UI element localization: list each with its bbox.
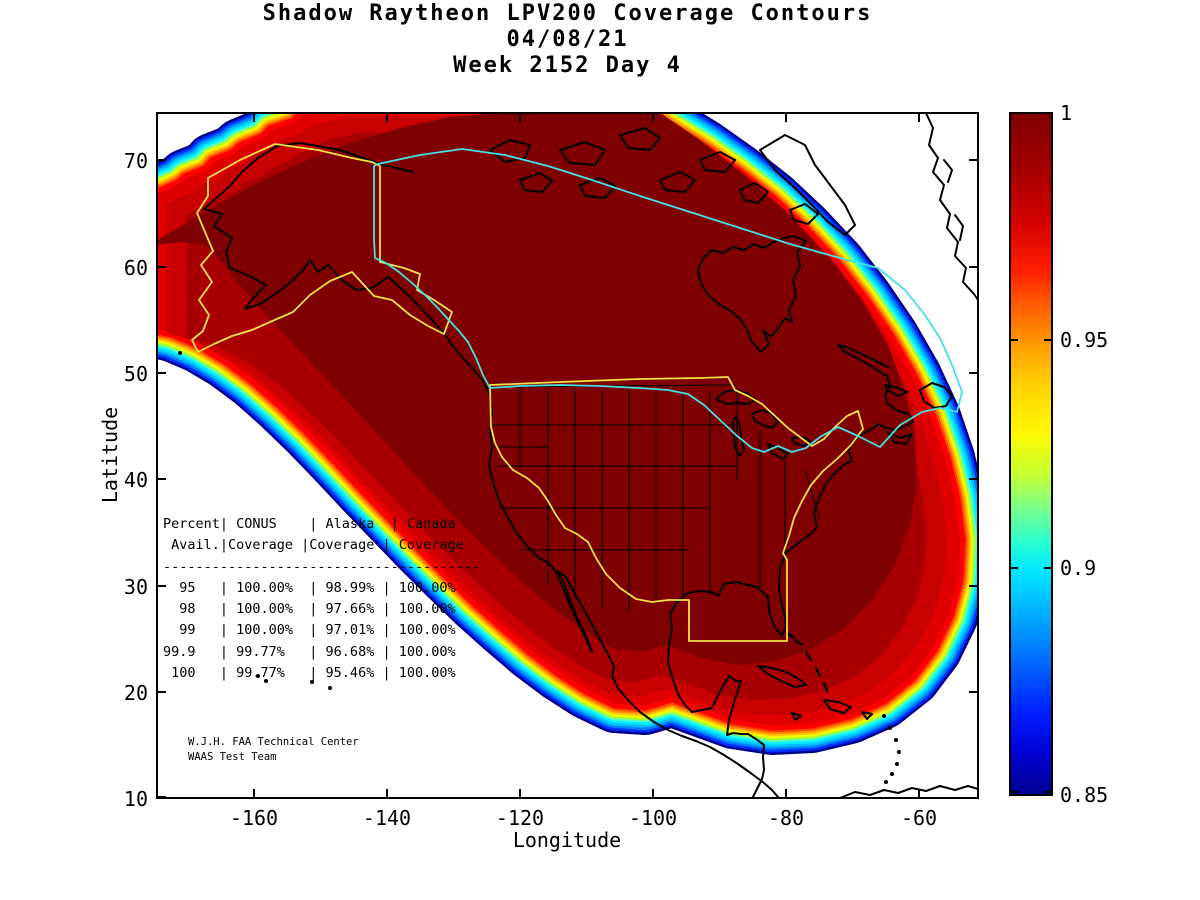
coastline-south-america (839, 785, 978, 798)
coastline-arctic-islands (489, 127, 856, 236)
table-separator: --------------------------------------- (163, 558, 480, 575)
table-header-row2: Avail.|Coverage |Coverage | Coverage (163, 537, 464, 554)
x-tick-80: -80 (767, 806, 805, 830)
table-row-100: 100 | 99.77% | 95.46% | 100.00% (163, 665, 456, 682)
colorbar-gradient (1009, 112, 1053, 796)
x-axis-label: Longitude (512, 828, 622, 852)
coastline-newfoundland (884, 382, 953, 445)
plot-frame (156, 112, 979, 799)
coastline-hudson-bay (697, 235, 807, 353)
alaska-conus-boundary (191, 143, 864, 642)
table-row-98: 98 | 100.00% | 97.66% | 100.00% (163, 601, 456, 618)
credit-block: W.J.H. FAA Technical Center WAAS Test Te… (188, 735, 359, 764)
y-tick-30: 30 (123, 575, 148, 599)
credit-line-2: WAAS Test Team (188, 750, 277, 763)
colorbar (1009, 112, 1053, 796)
conus-boundary (489, 376, 864, 642)
y-tick-70: 70 (123, 149, 148, 173)
plot-week-day: Week 2152 Day 4 (453, 53, 682, 78)
x-tick-100: -100 (628, 806, 678, 830)
coastline-caribbean (757, 665, 873, 721)
small-islands (178, 351, 901, 784)
table-row-99: 99 | 100.00% | 97.01% | 100.00% (163, 622, 456, 639)
coastline-bahamas (786, 632, 829, 693)
coastline-lake-michigan (732, 415, 745, 457)
y-tick-60: 60 (123, 256, 148, 280)
coastline-greenland (925, 113, 978, 301)
table-row-95: 95 | 100.00% | 98.99% | 100.00% (163, 579, 456, 596)
y-tick-20: 20 (123, 681, 148, 705)
canada-boundary (373, 148, 963, 453)
table-header-row1: Percent| CONUS | Alaska | Canada (163, 516, 456, 532)
y-tick-10: 10 (123, 787, 148, 811)
credit-line-1: W.J.H. FAA Technical Center (188, 736, 359, 748)
coastline-mexico-east (667, 628, 765, 798)
y-axis-label: Latitude (98, 406, 122, 504)
colorbar-label-09: 0.9 (1060, 556, 1097, 580)
coverage-contours (157, 113, 978, 798)
x-tick-60: -60 (900, 806, 938, 830)
plot-title: Shadow Raytheon LPV200 Coverage Contours (262, 1, 873, 26)
colorbar-label-1: 1 (1060, 101, 1073, 125)
x-tick-120: -120 (495, 806, 545, 830)
alaska-boundary (191, 143, 453, 353)
y-tick-40: 40 (123, 468, 148, 492)
plot-date: 04/08/21 (506, 27, 629, 52)
colorbar-label-085: 0.85 (1060, 783, 1109, 807)
colorbar-label-095: 0.95 (1060, 328, 1109, 352)
colorbar-ticks (1010, 339, 1052, 793)
x-tick-160: -160 (229, 806, 279, 830)
y-tick-50: 50 (123, 362, 148, 386)
coastline-lake-huron (751, 409, 779, 429)
coastline-east (669, 344, 914, 637)
x-tick-140: -140 (362, 806, 412, 830)
table-row-999: 99.9 | 99.77% | 96.68% | 100.00% (163, 643, 456, 660)
availability-table: Percent| CONUS | Alaska | Canada Avail.|… (163, 514, 480, 684)
